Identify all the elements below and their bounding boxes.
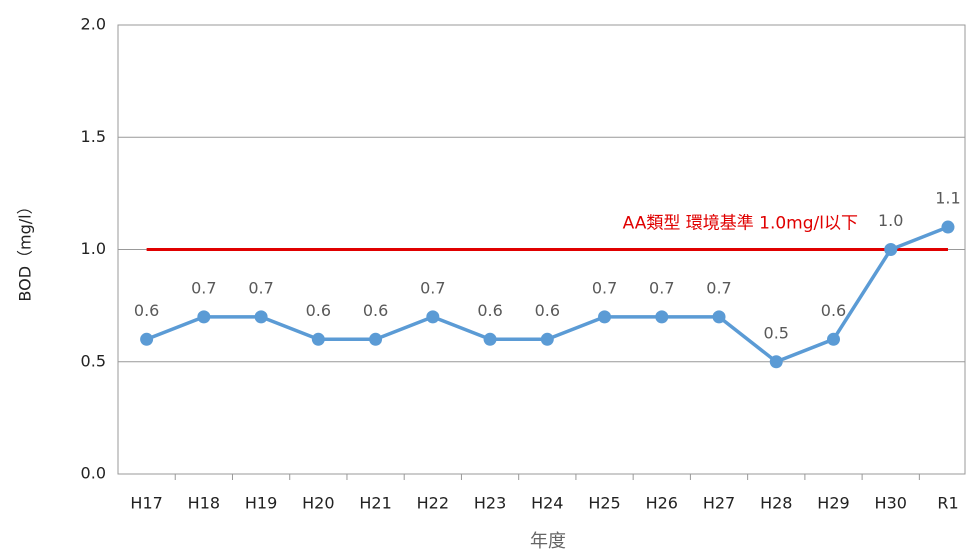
data-label: 0.6 — [477, 301, 502, 320]
data-label: 0.5 — [764, 323, 789, 342]
x-tick-label: H22 — [417, 494, 449, 513]
y-tick-label: 0.0 — [81, 464, 106, 483]
point — [712, 310, 726, 324]
data-label: 0.6 — [535, 301, 560, 320]
x-tick-label: H20 — [302, 494, 334, 513]
x-tick-label: H24 — [531, 494, 563, 513]
y-axis-label: BOD（mg/l） — [16, 198, 35, 301]
data-label: 0.6 — [363, 301, 388, 320]
y-tick-label: 1.0 — [81, 239, 106, 258]
data-label: 0.6 — [134, 301, 159, 320]
data-label: 1.1 — [935, 189, 960, 208]
data-label: 0.7 — [592, 278, 617, 297]
plot-frame — [117, 24, 966, 475]
point — [254, 310, 268, 324]
point — [197, 310, 211, 324]
y-tick-label: 0.5 — [81, 351, 106, 370]
point — [598, 310, 612, 324]
x-tick-label: H29 — [817, 494, 849, 513]
point — [540, 332, 554, 346]
point — [827, 332, 840, 346]
data-label: 0.6 — [821, 301, 846, 320]
x-tick-label: H28 — [760, 494, 792, 513]
data-label: 1.0 — [878, 211, 903, 230]
data-label: 0.7 — [420, 278, 445, 297]
data-label: 0.7 — [706, 278, 731, 297]
x-tick-label: H23 — [474, 494, 506, 513]
point — [769, 355, 783, 369]
point — [483, 332, 497, 346]
point — [655, 310, 669, 324]
x-tick-label: H25 — [588, 494, 620, 513]
data-label: 0.7 — [248, 278, 273, 297]
x-tick-label: H21 — [359, 494, 391, 513]
point — [426, 310, 440, 324]
x-tick-label: H19 — [245, 494, 277, 513]
x-tick-label: H18 — [188, 494, 220, 513]
data-label: 0.7 — [191, 278, 216, 297]
x-tick-label: H17 — [130, 494, 162, 513]
point — [369, 332, 383, 346]
x-tick-label: H26 — [646, 494, 678, 513]
y-tick-label: 1.5 — [81, 127, 106, 146]
point — [311, 332, 325, 346]
reference-label: AA類型 環境基準 1.0mg/l以下 — [623, 214, 858, 234]
x-axis-label: 年度 — [530, 531, 566, 552]
data-label: 0.6 — [306, 301, 331, 320]
point — [941, 220, 955, 234]
point — [140, 332, 154, 346]
x-tick-label: H27 — [703, 494, 735, 513]
x-tick-label: H30 — [875, 494, 907, 513]
point — [884, 243, 898, 256]
y-tick-label: 2.0 — [81, 15, 106, 34]
data-label: 0.7 — [649, 278, 674, 297]
x-tick-label: R1 — [937, 494, 958, 513]
